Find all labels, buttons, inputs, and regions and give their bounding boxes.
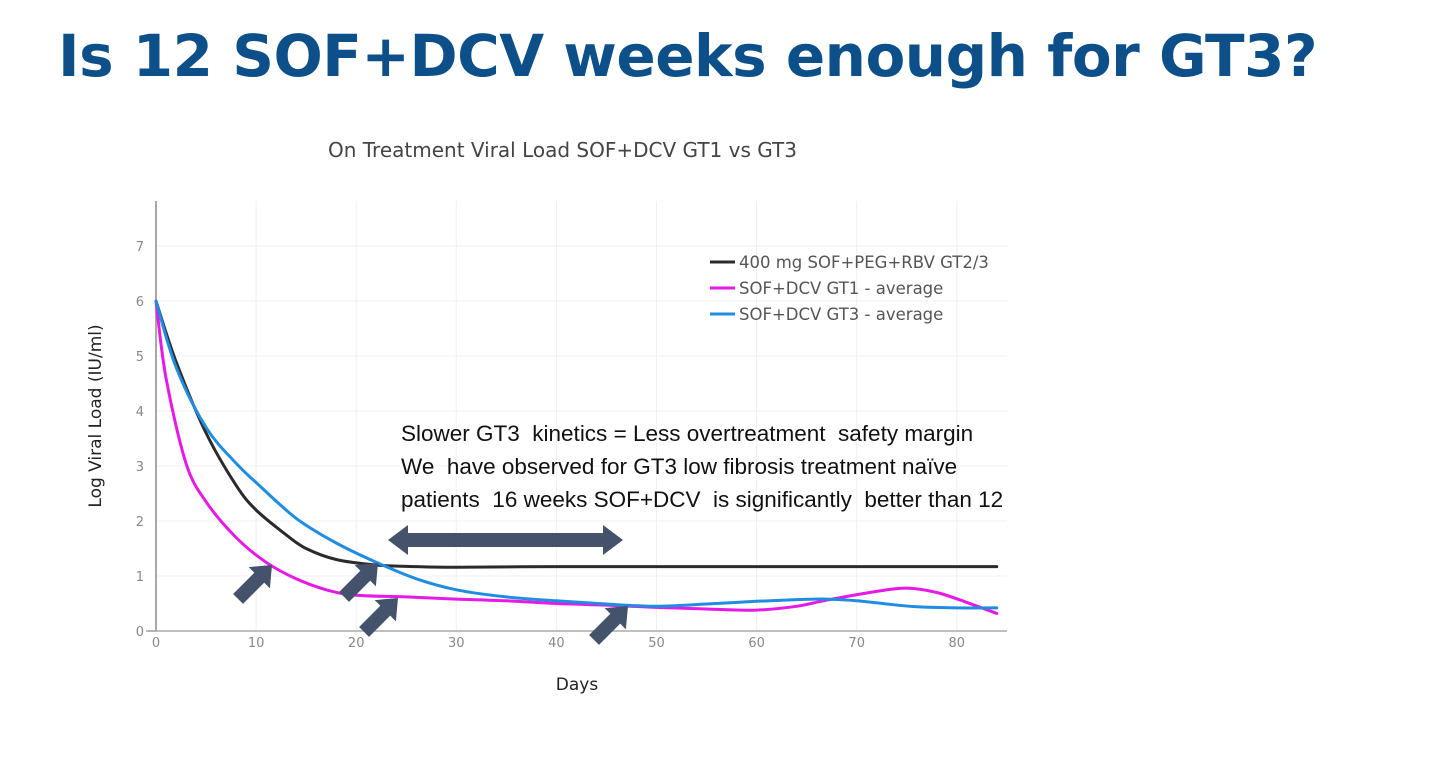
slide-title: Is 12 SOF+DCV weeks enough for GT3? <box>58 22 1318 90</box>
pointer-arrow <box>233 565 272 604</box>
y-tick-label: 2 <box>136 515 144 530</box>
x-tick-labels: 0 10 20 30 40 50 60 70 80 <box>152 636 965 651</box>
pointer-arrow <box>589 606 628 645</box>
y-tick-label: 3 <box>136 460 144 475</box>
x-tick-label: 10 <box>248 636 265 651</box>
x-tick-label: 70 <box>848 636 865 651</box>
series-line-sof-dcv-gt3 <box>154 299 999 610</box>
series-line-sof-dcv-gt1 <box>154 299 999 615</box>
y-tick-labels: 0 1 2 3 4 5 6 7 <box>136 240 144 640</box>
pointer-arrow <box>339 563 378 602</box>
axes <box>148 201 1007 632</box>
legend-label: SOF+DCV GT3 - average <box>739 305 943 324</box>
pointer-arrow <box>359 598 398 637</box>
x-tick-label: 80 <box>949 636 966 651</box>
y-tick-label: 0 <box>136 625 144 640</box>
y-tick-label: 5 <box>136 350 144 365</box>
x-axis-label: Days <box>556 675 599 695</box>
x-tick-label: 30 <box>448 636 465 651</box>
x-tick-label: 50 <box>648 636 665 651</box>
legend-label: 400 mg SOF+PEG+RBV GT2/3 <box>739 253 989 272</box>
annotation-line-1: Slower GT3 kinetics = Less overtreatment… <box>401 421 974 446</box>
annotation-line-2: We have observed for GT3 low fibrosis tr… <box>401 454 958 479</box>
x-tick-label: 40 <box>548 636 565 651</box>
series-lines <box>154 299 999 615</box>
y-axis-label: Log Viral Load (IU/ml) <box>86 324 106 507</box>
y-tick-label: 1 <box>136 570 144 585</box>
x-tick-label: 0 <box>152 636 160 651</box>
legend: 400 mg SOF+PEG+RBV GT2/3 SOF+DCV GT1 - av… <box>710 253 989 324</box>
grid-lines <box>146 201 1007 632</box>
y-tick-label: 4 <box>136 405 144 420</box>
x-tick-label: 60 <box>748 636 765 651</box>
annotation-text: Slower GT3 kinetics = Less overtreatment… <box>401 417 1003 516</box>
x-tick-label: 20 <box>348 636 365 651</box>
legend-label: SOF+DCV GT1 - average <box>739 279 943 298</box>
chart-title: On Treatment Viral Load SOF+DCV GT1 vs G… <box>328 138 797 162</box>
annotation-line-3: patients 16 weeks SOF+DCV is significant… <box>401 487 1004 512</box>
y-tick-label: 6 <box>136 295 144 310</box>
annotation-arrows <box>233 525 628 645</box>
y-tick-label: 7 <box>136 240 144 255</box>
double-headed-arrow <box>388 525 623 555</box>
